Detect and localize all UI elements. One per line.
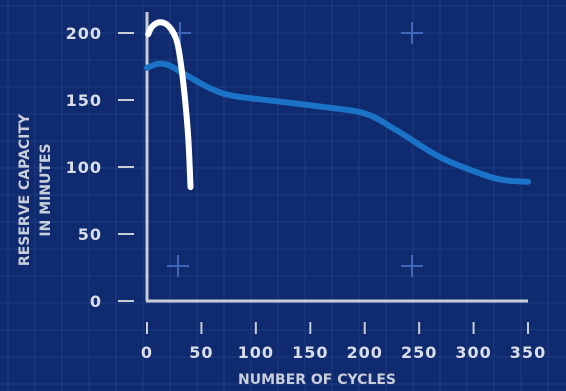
labels: NUMBER OF CYCLES RESERVE CAPACITY IN MIN… <box>17 113 396 388</box>
x-tick-label: 250 <box>401 343 437 362</box>
series-line-blue <box>144 60 531 185</box>
y-tick-label: 200 <box>66 24 102 43</box>
y-tick-label: 50 <box>78 225 102 244</box>
x-tick-label: 150 <box>292 343 328 362</box>
axes: 0 50 100 150 200 0 50 100 150 200 250 300 350 <box>66 12 546 362</box>
x-tick-label: 100 <box>238 343 274 362</box>
x-tick-label: 200 <box>347 343 383 362</box>
y-tick-label: 0 <box>90 292 102 311</box>
x-tick-label: 50 <box>189 343 213 362</box>
x-tick-label: 0 <box>141 343 153 362</box>
y-axis-title-line-2: IN MINUTES <box>38 143 54 236</box>
x-tick-label: 300 <box>455 343 491 362</box>
x-axis-title: NUMBER OF CYCLES <box>238 372 396 388</box>
series-line-white <box>145 19 194 191</box>
series <box>144 19 531 191</box>
x-tick-label: 350 <box>510 343 546 362</box>
y-tick-label: 100 <box>66 158 102 177</box>
y-axis-title-line-1: RESERVE CAPACITY <box>17 113 33 266</box>
y-tick-label: 150 <box>66 91 102 110</box>
